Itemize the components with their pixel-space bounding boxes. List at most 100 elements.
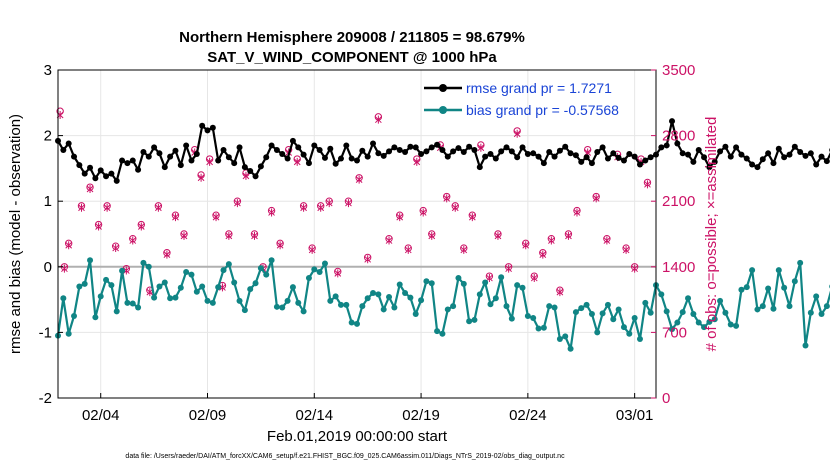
rmse-point — [626, 150, 633, 157]
tick-label-x: 03/01 — [616, 407, 654, 424]
bias-point — [711, 316, 718, 323]
obs-assimilated-marker — [137, 222, 145, 231]
bias-point — [679, 309, 686, 316]
bias-point — [706, 318, 713, 325]
rmse-point — [188, 157, 195, 164]
bias-point — [289, 284, 296, 291]
bias-point — [823, 303, 830, 310]
obs-assimilated-marker — [451, 203, 459, 212]
bias-point — [610, 316, 617, 323]
bias-point — [87, 257, 94, 264]
rmse-point — [508, 148, 515, 155]
rmse-point — [332, 160, 339, 167]
bias-point — [797, 259, 804, 266]
bias-point — [204, 297, 211, 304]
rmse-point — [81, 170, 88, 177]
rmse-point — [354, 157, 360, 164]
rmse-point — [498, 148, 505, 155]
obs-assimilated-marker — [242, 171, 250, 180]
bias-point — [151, 294, 158, 301]
rmse-point — [225, 154, 232, 161]
tick-label-right: 2100 — [662, 193, 695, 210]
bias-point — [428, 280, 435, 287]
bias-point — [749, 267, 756, 274]
rmse-point — [685, 151, 692, 158]
tick-label-x: 02/09 — [189, 407, 227, 424]
rmse-point — [482, 153, 489, 160]
bias-point — [386, 293, 393, 300]
rmse-point — [460, 149, 467, 155]
obs-assimilated-marker — [212, 213, 220, 222]
rmse-point — [231, 160, 238, 167]
obs-assimilated-marker — [234, 199, 241, 208]
bias-point — [407, 294, 414, 301]
obs-assimilated-marker — [197, 173, 205, 182]
rmse-point — [113, 177, 120, 184]
rmse-point — [695, 147, 702, 154]
rmse-point — [151, 144, 158, 151]
bias-point — [471, 316, 478, 323]
rmse-point — [642, 157, 649, 164]
rmse-point — [183, 142, 190, 149]
bias-point — [327, 297, 334, 304]
bias-point — [348, 319, 355, 326]
plot-frame — [57, 69, 657, 399]
rmse-point — [749, 161, 756, 168]
obs-assimilated-marker — [251, 231, 258, 240]
obs-assimilated-marker — [163, 250, 171, 259]
rmse-point — [546, 149, 553, 155]
bias-point — [770, 305, 777, 312]
rmse-point — [444, 153, 451, 160]
rmse-point — [380, 152, 387, 159]
rmse-point — [636, 161, 643, 168]
bias-point — [220, 267, 227, 274]
obs-assimilated-marker — [103, 203, 111, 212]
rmse-point — [802, 152, 809, 159]
rmse-point — [434, 141, 441, 148]
bias-point — [396, 281, 403, 288]
obs-assimilated-marker — [364, 255, 372, 264]
bias-point — [813, 293, 820, 300]
bias-point — [604, 301, 611, 308]
rmse-point — [514, 154, 521, 161]
bias-point — [701, 324, 708, 331]
legend-rmse-label: rmse grand pr = 1.7271 — [466, 80, 612, 96]
rmse-point — [220, 147, 227, 154]
bias-point — [354, 320, 360, 327]
bias-point — [674, 319, 681, 326]
bias-point — [781, 284, 788, 291]
bias-point — [695, 319, 702, 326]
obs-assimilated-marker — [539, 250, 547, 259]
rmse-point — [204, 127, 211, 134]
bias-point — [337, 301, 344, 308]
rmse-point — [60, 147, 67, 154]
tick-label-right: 3500 — [662, 62, 695, 79]
rmse-point — [103, 173, 110, 180]
rmse-point — [770, 160, 777, 167]
rmse-point — [439, 147, 446, 154]
tick-label-x: 02/24 — [509, 407, 547, 424]
bias-point — [818, 311, 825, 318]
obs-assimilated-marker — [592, 194, 600, 203]
obs-assimilated-marker — [522, 241, 530, 250]
rmse-point — [97, 167, 104, 174]
rmse-point — [551, 153, 558, 160]
rmse-point — [273, 147, 280, 154]
rmse-point — [759, 156, 766, 163]
bias-point — [183, 269, 190, 276]
bias-point — [498, 274, 505, 281]
rmse-point — [375, 150, 382, 157]
bias-point — [631, 314, 638, 321]
rmse-point — [690, 158, 697, 165]
bias-point — [690, 311, 697, 318]
bias-point — [359, 303, 366, 310]
bias-point — [412, 311, 419, 318]
bias-point — [775, 267, 782, 274]
bias-point — [524, 313, 531, 319]
legend-bias-marker — [439, 106, 447, 114]
rmse-point — [327, 145, 334, 152]
rmse-point — [119, 157, 126, 164]
rmse-point — [743, 155, 750, 162]
rmse-point — [604, 155, 611, 162]
rmse-point — [209, 124, 216, 131]
